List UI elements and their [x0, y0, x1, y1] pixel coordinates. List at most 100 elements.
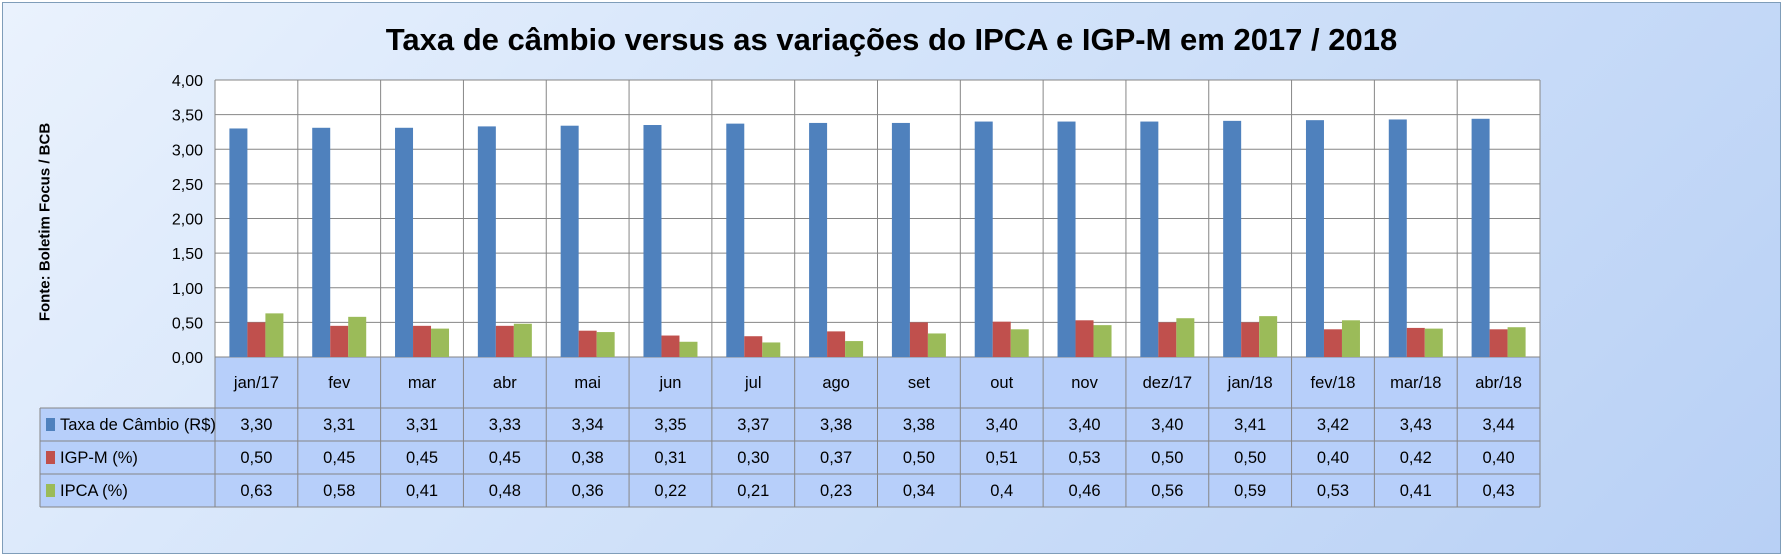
bar-ipca [431, 328, 450, 357]
data-cell: 0,41 [406, 482, 438, 500]
category-label: abr/18 [1475, 374, 1522, 392]
y-tick-label: 3,00 [172, 142, 203, 159]
bar-taxa [809, 122, 828, 357]
bar-igp-m [330, 325, 349, 357]
bar-igp-m [661, 335, 680, 357]
data-cell: 0,40 [1483, 449, 1515, 467]
data-cell: 0,51 [986, 449, 1018, 467]
category-label: mar/18 [1390, 374, 1441, 392]
data-cell: 0,38 [572, 449, 604, 467]
bar-igp-m [992, 321, 1011, 357]
data-cell: 0,46 [1068, 482, 1100, 500]
table-body-bg [40, 408, 1540, 507]
legend-label: Taxa de Câmbio (R$) [60, 416, 216, 434]
data-cell: 3,33 [489, 416, 521, 434]
data-cell: 0,45 [406, 449, 438, 467]
bar-taxa [229, 128, 248, 357]
y-tick-label: 1,00 [172, 281, 203, 298]
y-tick-label: 2,00 [172, 212, 203, 229]
data-cell: 3,44 [1483, 416, 1515, 434]
category-label: abr [493, 374, 517, 392]
data-cell: 3,41 [1234, 416, 1266, 434]
bar-taxa [395, 127, 414, 357]
category-label: jul [744, 374, 762, 392]
bar-igp-m [1489, 329, 1508, 357]
category-label: dez/17 [1143, 374, 1193, 392]
bar-taxa [1471, 118, 1490, 357]
bar-taxa [891, 122, 910, 357]
data-cell: 3,40 [1068, 416, 1100, 434]
bar-taxa [974, 121, 993, 357]
legend-swatch [46, 451, 55, 464]
data-cell: 0,23 [820, 482, 852, 500]
data-cell: 0,31 [654, 449, 686, 467]
y-tick-label: 4,00 [172, 73, 203, 90]
legend-swatch [46, 418, 55, 431]
data-cell: 0,22 [654, 482, 686, 500]
bar-ipca [927, 333, 946, 357]
data-cell: 0,41 [1400, 482, 1432, 500]
data-cell: 3,40 [986, 416, 1018, 434]
data-cell: 3,31 [323, 416, 355, 434]
bar-igp-m [744, 336, 763, 357]
category-label: out [990, 374, 1013, 392]
bar-taxa [477, 126, 496, 358]
category-label: mai [574, 374, 601, 392]
bar-taxa [1140, 121, 1159, 357]
bar-ipca [513, 323, 532, 357]
data-cell: 0,53 [1317, 482, 1349, 500]
category-label: set [908, 374, 930, 392]
data-cell: 0,34 [903, 482, 935, 500]
bar-ipca [1424, 328, 1443, 357]
bar-taxa [1388, 119, 1407, 357]
category-label: ago [822, 374, 850, 392]
legend-swatch [46, 484, 55, 497]
bar-ipca [265, 313, 284, 357]
bar-igp-m [413, 325, 432, 357]
category-label: fev [328, 374, 351, 392]
category-label: jun [658, 374, 681, 392]
data-cell: 3,38 [820, 416, 852, 434]
data-cell: 0,58 [323, 482, 355, 500]
bar-taxa [643, 125, 662, 357]
data-cell: 0,4 [990, 482, 1013, 500]
data-cell: 0,37 [820, 449, 852, 467]
legend-label: IGP-M (%) [60, 449, 138, 467]
y-tick-label: 3,50 [172, 108, 203, 125]
data-cell: 0,50 [903, 449, 935, 467]
data-cell: 3,30 [240, 416, 272, 434]
y-tick-label: 1,50 [172, 246, 203, 263]
data-cell: 3,31 [406, 416, 438, 434]
bar-ipca [762, 342, 781, 357]
bar-igp-m [1075, 320, 1094, 357]
category-label: jan/17 [233, 374, 279, 392]
y-tick-label: 0,50 [172, 315, 203, 332]
bar-ipca [1341, 320, 1360, 357]
data-cell: 0,53 [1068, 449, 1100, 467]
bar-igp-m [1241, 322, 1260, 357]
legend-label: IPCA (%) [60, 482, 128, 500]
chart-title: Taxa de câmbio versus as variações do IP… [385, 22, 1398, 57]
bar-ipca [1093, 325, 1112, 357]
data-cell: 0,50 [1151, 449, 1183, 467]
bar-ipca [1010, 329, 1029, 357]
data-cell: 0,42 [1400, 449, 1432, 467]
bar-ipca [1176, 318, 1195, 357]
data-cell: 3,43 [1400, 416, 1432, 434]
data-cell: 0,36 [572, 482, 604, 500]
data-cell: 0,40 [1317, 449, 1349, 467]
category-label: fev/18 [1310, 374, 1355, 392]
bar-igp-m [827, 331, 846, 357]
data-cell: 3,42 [1317, 416, 1349, 434]
data-cell: 3,35 [654, 416, 686, 434]
bar-taxa [1057, 121, 1076, 357]
data-cell: 0,48 [489, 482, 521, 500]
data-cell: 3,37 [737, 416, 769, 434]
bar-ipca [845, 341, 864, 357]
bar-taxa [1305, 120, 1324, 357]
bar-taxa [1223, 120, 1242, 357]
bar-igp-m [909, 322, 928, 357]
bar-igp-m [1406, 327, 1425, 357]
bar-ipca [596, 332, 615, 357]
bar-taxa [726, 123, 745, 357]
